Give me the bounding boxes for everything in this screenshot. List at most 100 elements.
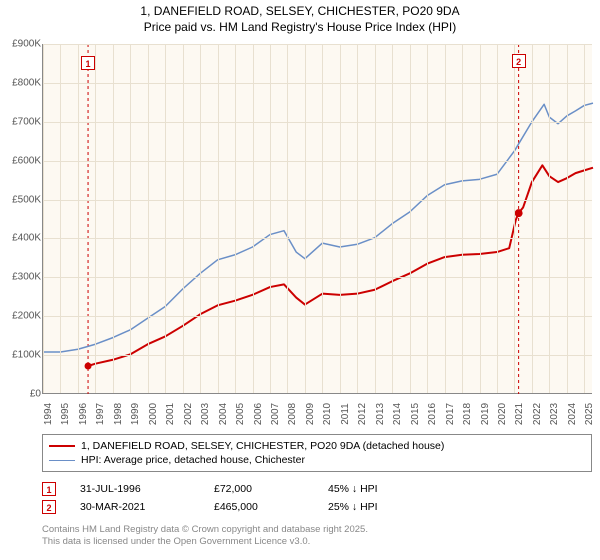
x-tick-label: 2007 [270,403,281,425]
x-tick-label: 2001 [165,403,176,425]
legend: 1, DANEFIELD ROAD, SELSEY, CHICHESTER, P… [42,434,592,472]
y-tick-label: £800K [1,77,41,88]
x-tick-label: 1998 [113,403,124,425]
x-tick-label: 2005 [235,403,246,425]
x-gridline [305,44,306,393]
x-tick-label: 1997 [95,403,106,425]
x-tick-label: 2002 [183,403,194,425]
x-gridline [567,44,568,393]
x-gridline [253,44,254,393]
x-tick-label: 1995 [60,403,71,425]
x-tick-label: 2003 [200,403,211,425]
x-tick-label: 2008 [287,403,298,425]
annotation-date-2: 30-MAR-2021 [80,501,190,513]
x-gridline [235,44,236,393]
annotation-price-2: £465,000 [214,501,304,513]
x-tick-label: 1996 [78,403,89,425]
title-line-2: Price paid vs. HM Land Registry's House … [0,20,600,36]
x-tick-label: 2004 [218,403,229,425]
y-tick-label: £600K [1,155,41,166]
x-gridline [287,44,288,393]
y-tick-label: £300K [1,272,41,283]
annotation-row-2: 2 30-MAR-2021 £465,000 25% ↓ HPI [42,498,592,516]
x-tick-label: 1994 [43,403,54,425]
x-tick-label: 2020 [497,403,508,425]
x-gridline [78,44,79,393]
y-tick-label: £400K [1,233,41,244]
annotation-table: 1 31-JUL-1996 £72,000 45% ↓ HPI 2 30-MAR… [42,480,592,516]
x-tick-label: 2012 [357,403,368,425]
series-hpi [43,103,593,352]
x-tick-label: 2023 [549,403,560,425]
sale-marker-box: 1 [81,56,95,70]
x-gridline [445,44,446,393]
x-gridline [514,44,515,393]
x-tick-label: 2025 [584,403,595,425]
y-tick-label: £100K [1,350,41,361]
x-gridline [218,44,219,393]
x-gridline [480,44,481,393]
x-gridline [375,44,376,393]
legend-label-hpi: HPI: Average price, detached house, Chic… [81,454,305,466]
y-tick-label: £500K [1,194,41,205]
x-gridline [270,44,271,393]
x-tick-label: 2016 [427,403,438,425]
x-tick-label: 2014 [392,403,403,425]
chart-container: 1, DANEFIELD ROAD, SELSEY, CHICHESTER, P… [0,0,600,560]
x-tick-label: 2006 [253,403,264,425]
y-gridline [43,200,592,201]
x-gridline [183,44,184,393]
sale-point [85,363,92,370]
annotation-marker-2: 2 [42,500,56,514]
sale-marker-box: 2 [512,54,526,68]
y-gridline [43,316,592,317]
x-gridline [357,44,358,393]
x-gridline [392,44,393,393]
x-gridline [462,44,463,393]
copyright-line-2: This data is licensed under the Open Gov… [42,536,592,548]
y-tick-label: £200K [1,311,41,322]
y-gridline [43,44,592,45]
x-gridline [340,44,341,393]
x-gridline [497,44,498,393]
copyright-notice: Contains HM Land Registry data © Crown c… [42,524,592,548]
y-gridline [43,277,592,278]
annotation-row-1: 1 31-JUL-1996 £72,000 45% ↓ HPI [42,480,592,498]
x-gridline [549,44,550,393]
copyright-line-1: Contains HM Land Registry data © Crown c… [42,524,592,536]
sale-point [515,210,522,217]
legend-swatch-price-paid [49,445,75,447]
y-gridline [43,122,592,123]
annotation-pct-2: 25% ↓ HPI [328,501,428,513]
annotation-pct-1: 45% ↓ HPI [328,483,428,495]
x-gridline [410,44,411,393]
x-gridline [148,44,149,393]
y-tick-label: £0 [1,389,41,400]
x-tick-label: 2013 [375,403,386,425]
annotation-date-1: 31-JUL-1996 [80,483,190,495]
annotation-marker-1: 1 [42,482,56,496]
x-tick-label: 1999 [130,403,141,425]
x-gridline [130,44,131,393]
legend-swatch-hpi [49,460,75,461]
x-gridline [60,44,61,393]
x-gridline [200,44,201,393]
x-gridline [322,44,323,393]
x-tick-label: 2010 [322,403,333,425]
title-line-1: 1, DANEFIELD ROAD, SELSEY, CHICHESTER, P… [0,4,600,20]
x-gridline [427,44,428,393]
x-tick-label: 2015 [410,403,421,425]
x-gridline [165,44,166,393]
x-gridline [532,44,533,393]
annotation-price-1: £72,000 [214,483,304,495]
x-tick-label: 2017 [445,403,456,425]
y-tick-label: £700K [1,116,41,127]
x-tick-label: 2022 [532,403,543,425]
title-block: 1, DANEFIELD ROAD, SELSEY, CHICHESTER, P… [0,0,600,37]
x-gridline [113,44,114,393]
x-tick-label: 2018 [462,403,473,425]
y-tick-label: £900K [1,39,41,50]
legend-label-price-paid: 1, DANEFIELD ROAD, SELSEY, CHICHESTER, P… [81,440,444,452]
legend-item-hpi: HPI: Average price, detached house, Chic… [49,453,585,467]
y-gridline [43,355,592,356]
